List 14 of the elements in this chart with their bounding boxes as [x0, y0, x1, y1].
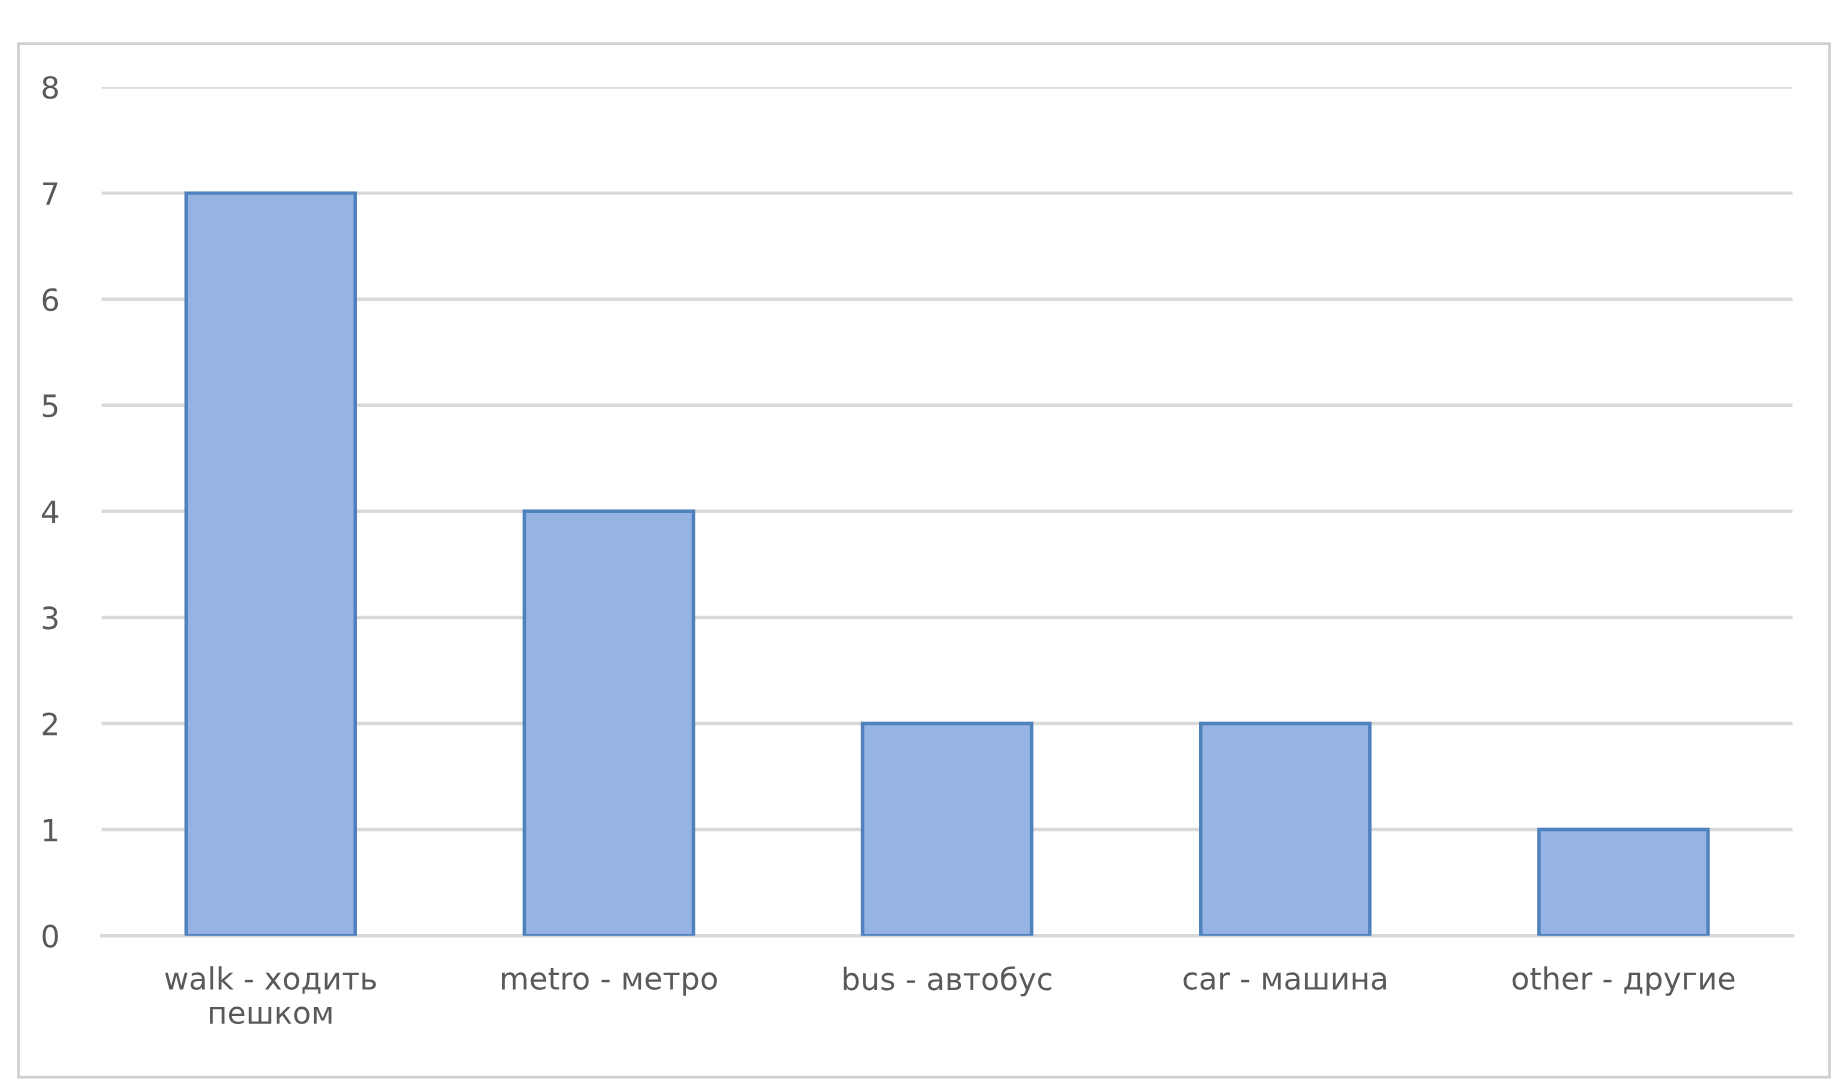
x-tick-label: walk - ходить пешком — [165, 966, 376, 1025]
y-tick-label: 5 — [42, 394, 58, 418]
y-tick-label: 2 — [42, 712, 57, 736]
y-tick-label: 4 — [42, 500, 59, 523]
x-tick-label: other - другие — [1512, 966, 1735, 996]
y-tick-label: 1 — [43, 818, 58, 842]
x-tick-label: car - машина — [1183, 972, 1386, 990]
x-tick-label: metro - метро — [502, 968, 717, 996]
y-tick-label: 8 — [42, 75, 58, 100]
x-tick-label: bus - автобус — [843, 966, 1052, 997]
y-tick-label: 0 — [42, 924, 58, 948]
y-tick-label: 6 — [42, 288, 59, 312]
y-tick-label: 7 — [43, 182, 58, 205]
y-tick-label: 3 — [42, 606, 58, 630]
